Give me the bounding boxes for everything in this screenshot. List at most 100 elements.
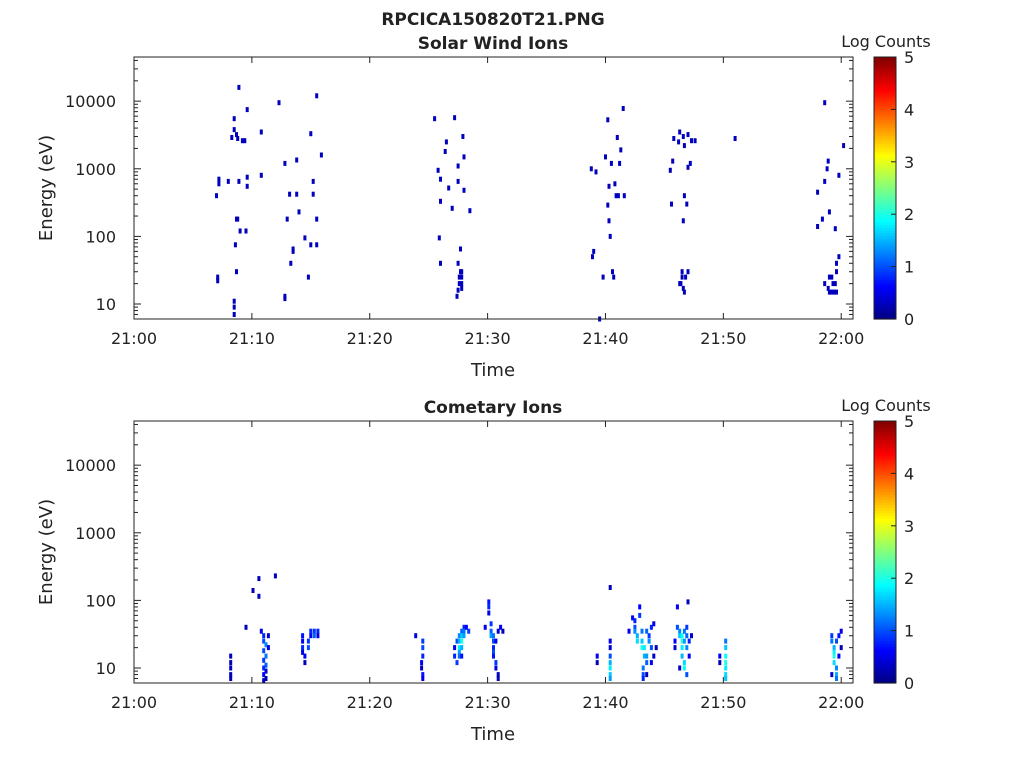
- heatmap-cell: [455, 293, 459, 299]
- heatmap-cell: [289, 260, 293, 266]
- heatmap-cell: [457, 645, 461, 651]
- heatmap-cells: [215, 84, 846, 322]
- heatmap-cell: [262, 657, 266, 663]
- colorbar-segment: [874, 533, 896, 537]
- heatmap-cell: [264, 662, 268, 668]
- colorbar-segment: [874, 182, 896, 186]
- colorbar-segment: [874, 680, 896, 684]
- heatmap-cell: [264, 653, 268, 659]
- heatmap-cell: [649, 660, 653, 666]
- colorbar-segment: [874, 444, 896, 448]
- colorbar-segment: [874, 250, 896, 255]
- colorbar-segment: [874, 253, 896, 257]
- heatmap-cell: [686, 164, 690, 170]
- colorbar-segment: [874, 591, 896, 595]
- colorbar-segment: [874, 651, 896, 655]
- colorbar-frame: [873, 420, 897, 684]
- heatmap-cell: [215, 193, 218, 199]
- heatmap-cell: [462, 624, 466, 630]
- heatmap-cell: [216, 274, 220, 280]
- heatmap-cell: [436, 167, 440, 173]
- heatmap-cell: [830, 672, 834, 678]
- colorbar-segment: [874, 195, 896, 200]
- heatmap-cell: [257, 593, 261, 599]
- y-tick-label: 10000: [65, 456, 116, 475]
- heatmap-cell: [457, 633, 461, 639]
- heatmap-cell: [823, 100, 827, 106]
- colorbar-segment: [874, 609, 896, 613]
- heatmap-cell: [439, 198, 442, 204]
- heatmap-cell: [682, 665, 686, 671]
- heatmap-cell: [680, 274, 684, 280]
- heatmap-cell: [462, 633, 466, 639]
- heatmap-cell: [621, 106, 625, 111]
- colorbar-segment: [874, 654, 896, 658]
- heatmap-cell: [421, 638, 425, 644]
- heatmap-cell: [277, 100, 281, 106]
- heatmap-cell: [262, 678, 266, 684]
- heatmap-cell: [627, 628, 631, 634]
- heatmap-cell: [439, 260, 442, 266]
- colorbar-segment: [874, 80, 896, 84]
- heatmap-cell: [608, 672, 612, 678]
- heatmap-cell: [460, 285, 464, 291]
- heatmap-cell: [609, 160, 613, 166]
- heatmap-cell: [606, 117, 610, 123]
- heatmap-cell: [244, 624, 248, 630]
- heatmap-cell: [259, 129, 263, 135]
- heatmap-cell: [614, 193, 618, 199]
- heatmap-cell: [236, 136, 240, 141]
- colorbar-segment: [874, 517, 896, 522]
- heatmap-cell: [633, 628, 637, 634]
- heatmap-cell: [444, 139, 448, 145]
- heatmap-cell: [826, 158, 830, 164]
- colorbar-segment: [874, 109, 896, 113]
- colorbar-segment: [874, 507, 896, 511]
- heatmap-cell: [297, 209, 301, 215]
- colorbar-segment: [874, 557, 896, 561]
- heatmap-cell: [283, 160, 287, 166]
- heatmap-cell: [685, 672, 689, 678]
- colorbar-segment: [874, 667, 896, 671]
- heatmap-cell: [832, 289, 836, 295]
- heatmap-cell: [682, 193, 686, 199]
- x-axis-label: Time: [470, 360, 515, 381]
- heatmap-cell: [232, 116, 236, 122]
- colorbar-segment: [874, 483, 896, 488]
- colorbar-segment: [874, 214, 896, 218]
- cometary-ions-panel: Cometary Ions Time Energy (eV) Log Count…: [36, 396, 931, 745]
- colorbar-segment: [874, 266, 896, 270]
- heatmap-cell: [309, 242, 313, 248]
- heatmap-cell: [638, 612, 642, 618]
- heatmap-cell: [608, 653, 612, 659]
- heatmap-cell: [835, 676, 838, 681]
- heatmap-cell: [686, 132, 690, 138]
- heatmap-cell: [437, 235, 441, 241]
- colorbar-label: Log Counts: [841, 396, 931, 415]
- heatmap-cell: [682, 628, 686, 634]
- heatmap-cell: [608, 585, 612, 590]
- heatmap-cell: [607, 218, 611, 224]
- heatmap-cell: [678, 633, 682, 639]
- heatmap-cell: [230, 135, 234, 140]
- colorbar-segment: [874, 614, 896, 619]
- heatmap-cell: [487, 599, 491, 605]
- colorbar-segment: [874, 256, 896, 260]
- heatmap-cell: [681, 134, 685, 139]
- heatmap-cell: [262, 665, 266, 671]
- colorbar-segment: [874, 77, 896, 82]
- heatmap-cell: [685, 633, 689, 639]
- colorbar-segment: [874, 229, 896, 234]
- colorbar-segment: [874, 648, 896, 653]
- colorbar: 0 1 2 3 4 5: [873, 412, 914, 693]
- colorbar-segment: [874, 496, 896, 501]
- heatmap-cell: [319, 152, 323, 158]
- heatmap-cell: [615, 135, 619, 140]
- heatmap-cell: [245, 183, 249, 189]
- colorbar-segment: [874, 64, 896, 69]
- heatmap-cell: [492, 649, 495, 655]
- heatmap-cell: [461, 134, 465, 139]
- colorbar-segment: [874, 274, 896, 278]
- plot-frame: [133, 56, 854, 320]
- colorbar-segment: [874, 575, 896, 579]
